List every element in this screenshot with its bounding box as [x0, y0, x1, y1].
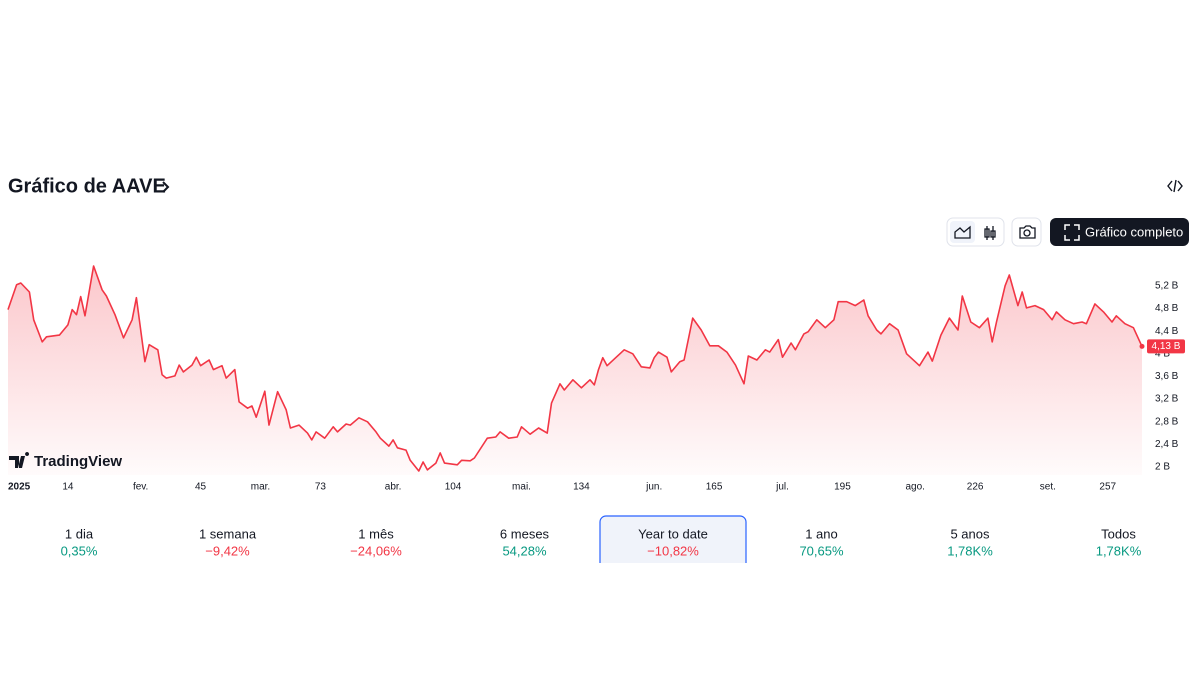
y-tick-label: 4 B	[1155, 348, 1170, 359]
x-tick-label: mar.	[251, 482, 270, 493]
y-tick-label: 3,2 B	[1155, 394, 1179, 405]
title-chevron[interactable]	[162, 181, 170, 193]
x-tick-label: 257	[1099, 482, 1116, 493]
x-tick-label: 14	[62, 482, 74, 493]
last-point	[1139, 343, 1145, 349]
x-tick-label: abr.	[385, 482, 402, 493]
period-change: 1,78K%	[1096, 543, 1142, 558]
period-change: −24,06%	[350, 543, 402, 558]
logo-text: TradingView	[34, 453, 122, 470]
price-label: 4,13 B	[1152, 341, 1181, 352]
plot: 2 B 2,4 B 2,8 B 3,2 B 3,6 B 4 B 4,4 B 4,8 B 5,2 …	[7, 265, 1185, 493]
period-label: 1 semana	[199, 526, 257, 541]
logo-icon	[9, 452, 30, 468]
period-change: 1,78K%	[947, 543, 993, 558]
period-change: −9,42%	[205, 543, 250, 558]
period-change: 70,65%	[799, 543, 844, 558]
x-tick-label: ago.	[905, 482, 924, 493]
y-tick-label: 2,4 B	[1155, 439, 1179, 450]
full-chart-label: Gráfico completo	[1085, 224, 1183, 239]
period-tabs: 1 dia 0,35% 1 semana −9,42% 1 mês −24,06% 6 me…	[61, 515, 1142, 563]
price-label-box	[1147, 339, 1185, 354]
x-tick-label: 73	[315, 482, 327, 493]
period-label: Todos	[1101, 526, 1136, 541]
x-tick-label: 226	[967, 482, 984, 493]
camera-icon	[1019, 225, 1036, 239]
x-tick-label: jun.	[645, 482, 662, 493]
x-tick-label: set.	[1040, 482, 1056, 493]
selected-tab	[599, 515, 747, 563]
x-tick-label: 104	[445, 482, 462, 493]
camera-lens	[1023, 229, 1031, 237]
title[interactable]: Gráfico de AAVE	[8, 175, 166, 197]
area-fill	[8, 266, 1142, 475]
y-tick-label: 2 B	[1155, 462, 1170, 473]
period-change: 54,28%	[502, 543, 547, 558]
price-line	[7, 265, 1143, 472]
snapshot-button[interactable]	[1011, 217, 1042, 247]
y-tick-label: 2,8 B	[1155, 416, 1179, 427]
embed-icon[interactable]	[1167, 179, 1183, 193]
x-tick-label: 45	[195, 482, 207, 493]
x-tick-label: 165	[706, 482, 723, 493]
y-tick-label: 3,6 B	[1155, 371, 1179, 382]
period-label: 1 dia	[65, 526, 94, 541]
full-chart-button[interactable]	[1050, 218, 1189, 246]
x-tick-label: jul.	[775, 482, 789, 493]
area-icon	[954, 225, 971, 239]
period-label: 1 ano	[805, 526, 838, 541]
period-label: Year to date	[638, 526, 708, 541]
area-style-button[interactable]	[950, 221, 975, 243]
period-label: 5 anos	[950, 526, 990, 541]
y-tick-label: 5,2 B	[1155, 280, 1179, 291]
y-tick-label: 4,4 B	[1155, 326, 1179, 337]
period-label: 6 meses	[500, 526, 550, 541]
y-tick-label: 4,8 B	[1155, 303, 1179, 314]
period-change: 0,35%	[61, 543, 98, 558]
fullscreen-icon	[1064, 224, 1080, 241]
x-tick-label: 2025	[8, 482, 31, 493]
x-tick-label: fev.	[133, 482, 148, 493]
candle-style-button[interactable]	[984, 226, 996, 240]
x-tick-label: 134	[573, 482, 590, 493]
period-change: −10,82%	[647, 543, 699, 558]
x-tick-label: mai.	[512, 482, 531, 493]
period-label: 1 mês	[358, 526, 394, 541]
x-tick-label: 195	[834, 482, 851, 493]
